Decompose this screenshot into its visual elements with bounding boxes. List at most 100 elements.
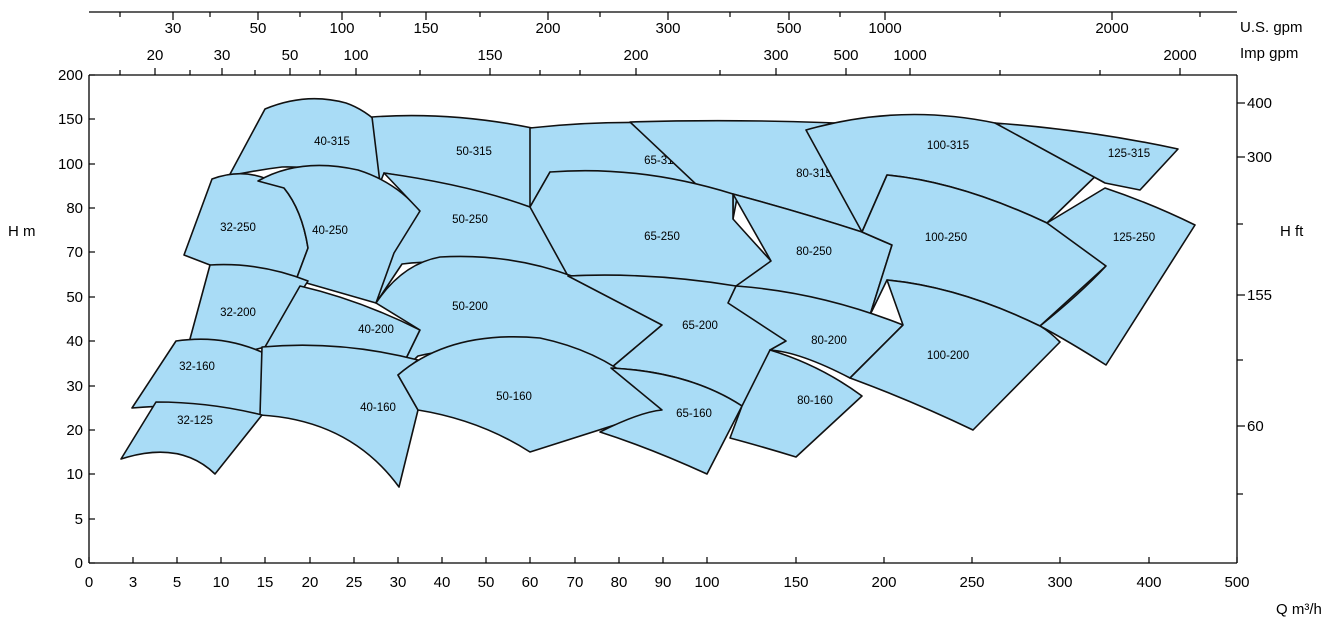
y-tick-label: 50 (66, 289, 83, 306)
pump-region-shape (994, 122, 1179, 191)
y-tick-label: 80 (66, 200, 83, 217)
y-right-tick-label: 400 (1247, 95, 1272, 112)
pump-region-label: 80-200 (811, 335, 847, 347)
imp-gpm-ticks: 20 30 50 100 150 200 300 500 1000 2000 (119, 47, 1197, 75)
pump-region-label: 50-250 (452, 214, 488, 226)
pump-region-100-315: 100-315 (805, 113, 1107, 233)
x-tick-label: 150 (783, 574, 808, 591)
pump-region-shape (120, 401, 263, 475)
us-gpm-tick-label: 100 (329, 20, 354, 37)
pump-region-label: 50-160 (496, 391, 532, 403)
y-tick-label: 40 (66, 333, 83, 350)
x-tick-label: 60 (522, 574, 539, 591)
us-gpm-tick-label: 200 (535, 20, 560, 37)
x-ticks: 0 3 5 10 15 20 25 30 40 50 60 70 80 90 100 150 200 250 300… (85, 557, 1250, 591)
y-tick-label: 100 (58, 156, 83, 173)
pump-region-label: 40-250 (312, 225, 348, 237)
pump-region-65-250: 65-250 (529, 169, 772, 304)
pump-region-label: 125-250 (1113, 232, 1155, 244)
x-tick-label: 70 (567, 574, 584, 591)
pump-region-label: 125-315 (1108, 148, 1150, 160)
imp-gpm-tick-label: 2000 (1163, 47, 1196, 64)
x-tick-label: 3 (129, 574, 137, 591)
pump-region-label: 100-250 (925, 232, 967, 244)
pump-region-label: 40-315 (314, 136, 350, 148)
imp-gpm-tick-label: 1000 (893, 47, 926, 64)
x-tick-label: 15 (257, 574, 274, 591)
y-right-tick-label: 300 (1247, 149, 1272, 166)
pump-region-label: 65-160 (676, 408, 712, 420)
y-ticks: 0 5 10 20 30 40 50 70 80 100 150 200 (58, 67, 95, 572)
y-tick-label: 10 (66, 466, 83, 483)
x-tick-label: 500 (1224, 574, 1249, 591)
pump-region-label: 50-315 (456, 146, 492, 158)
pump-regions: 40-31550-31565-31580-315100-315125-31532… (120, 97, 1196, 488)
x-tick-label: 30 (390, 574, 407, 591)
y-tick-label: 5 (75, 511, 83, 528)
y-right-ticks: 400 300 155 60 (1237, 95, 1272, 495)
imp-gpm-tick-label: 500 (833, 47, 858, 64)
x-tick-label: 10 (213, 574, 230, 591)
pump-region-shape (849, 279, 1061, 431)
x-tick-label: 400 (1136, 574, 1161, 591)
pump-region-32-125: 32-125 (120, 401, 263, 475)
x-tick-label: 300 (1047, 574, 1072, 591)
x-tick-label: 250 (959, 574, 984, 591)
pump-region-shape (259, 344, 419, 488)
pump-region-label: 65-200 (682, 320, 718, 332)
pump-region-label: 32-250 (220, 222, 256, 234)
pump-region-80-160: 80-160 (729, 349, 863, 458)
pump-region-label: 32-125 (177, 415, 213, 427)
imp-gpm-tick-label: 100 (343, 47, 368, 64)
us-gpm-tick-label: 2000 (1095, 20, 1128, 37)
y2-axis-title: H ft (1280, 223, 1304, 240)
y-tick-label: 20 (66, 422, 83, 439)
pump-region-65-160: 65-160 (599, 367, 743, 475)
x-axis-title: Q m³/h (1276, 601, 1322, 618)
y-right-tick-label: 60 (1247, 418, 1264, 435)
y-tick-label: 30 (66, 378, 83, 395)
y-tick-label: 0 (75, 555, 83, 572)
x-tick-label: 25 (346, 574, 363, 591)
x-tick-label: 20 (302, 574, 319, 591)
imp-gpm-tick-label: 150 (477, 47, 502, 64)
pump-region-125-315: 125-315 (994, 122, 1179, 191)
pump-region-40-160: 40-160 (259, 344, 419, 488)
pump-region-shape (599, 367, 743, 475)
x-tick-label: 0 (85, 574, 93, 591)
pump-region-label: 32-200 (220, 307, 256, 319)
x-tick-label: 100 (694, 574, 719, 591)
pump-region-label: 80-250 (796, 246, 832, 258)
imp-gpm-tick-label: 20 (147, 47, 164, 64)
x-tick-label: 80 (611, 574, 628, 591)
pump-region-label: 40-200 (358, 324, 394, 336)
us-gpm-tick-label: 1000 (868, 20, 901, 37)
imp-gpm-tick-label: 200 (623, 47, 648, 64)
y-axis-title: H m (8, 223, 36, 240)
pump-region-shape (729, 349, 863, 458)
x-tick-label: 50 (478, 574, 495, 591)
pump-region-125-250: 125-250 (1039, 187, 1196, 366)
imp-gpm-tick-label: 300 (763, 47, 788, 64)
imp-gpm-tick-label: 50 (282, 47, 299, 64)
pump-region-label: 32-160 (179, 361, 215, 373)
us-gpm-ticks: 30 50 100 150 200 300 500 1000 2000 (119, 12, 1201, 37)
pump-region-label: 65-250 (644, 231, 680, 243)
us-gpm-tick-label: 30 (165, 20, 182, 37)
imp-gpm-unit: Imp gpm (1240, 45, 1298, 62)
pump-region-label: 80-160 (797, 395, 833, 407)
y-tick-label: 70 (66, 244, 83, 261)
y-right-tick-label: 155 (1247, 287, 1272, 304)
pump-region-shape (1039, 187, 1196, 366)
pump-region-label: 100-200 (927, 350, 969, 362)
y-tick-label: 200 (58, 67, 83, 84)
pump-region-shape (257, 164, 421, 304)
pump-region-100-200: 100-200 (849, 279, 1061, 431)
us-gpm-tick-label: 50 (250, 20, 267, 37)
pump-region-40-250: 40-250 (257, 164, 421, 304)
x-tick-label: 40 (434, 574, 451, 591)
us-gpm-tick-label: 150 (413, 20, 438, 37)
y-tick-label: 150 (58, 111, 83, 128)
imp-gpm-tick-label: 30 (214, 47, 231, 64)
